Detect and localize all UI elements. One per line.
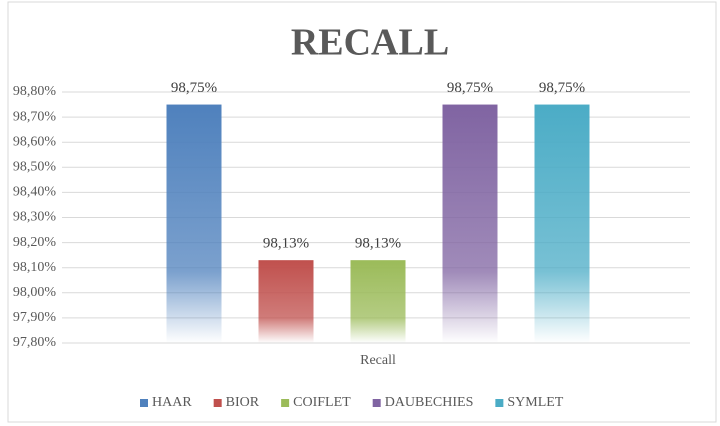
bar — [166, 104, 222, 343]
bar — [534, 104, 590, 343]
y-tick-label: 98,30% — [13, 210, 57, 225]
y-tick-label: 98,60% — [13, 134, 57, 149]
data-label: 98,75% — [171, 80, 217, 96]
legend-swatch — [495, 399, 504, 407]
y-tick-label: 98,50% — [13, 160, 57, 175]
data-label: 98,13% — [355, 236, 401, 252]
y-tick-label: 97,90% — [13, 310, 57, 325]
y-tick-label: 98,20% — [13, 235, 57, 250]
bar — [258, 260, 314, 343]
legend-label: DAUBECHIES — [385, 395, 474, 410]
bar — [442, 104, 498, 343]
y-tick-label: 98,10% — [13, 260, 57, 275]
legend-swatch — [281, 399, 290, 407]
data-label: 98,75% — [539, 80, 585, 96]
legend-label: COIFLET — [293, 395, 351, 410]
legend-swatch — [140, 399, 148, 407]
data-label: 98,75% — [447, 80, 493, 96]
bar — [350, 260, 406, 343]
legend-label: SYMLET — [507, 395, 563, 410]
legend-label: HAAR — [152, 395, 192, 410]
legend-swatch — [372, 399, 381, 407]
x-tick-label: Recall — [360, 353, 396, 368]
y-tick-label: 98,00% — [13, 285, 57, 300]
chart-title: RECALL — [291, 22, 449, 64]
legend-swatch — [213, 399, 222, 407]
data-label: 98,13% — [263, 236, 309, 252]
y-tick-label: 98,70% — [13, 109, 57, 124]
y-tick-label: 98,40% — [13, 185, 57, 200]
y-tick-label: 97,80% — [13, 335, 57, 350]
y-tick-label: 98,80% — [13, 84, 57, 99]
legend-label: BIOR — [226, 395, 260, 410]
chart-frame — [7, 1, 717, 423]
